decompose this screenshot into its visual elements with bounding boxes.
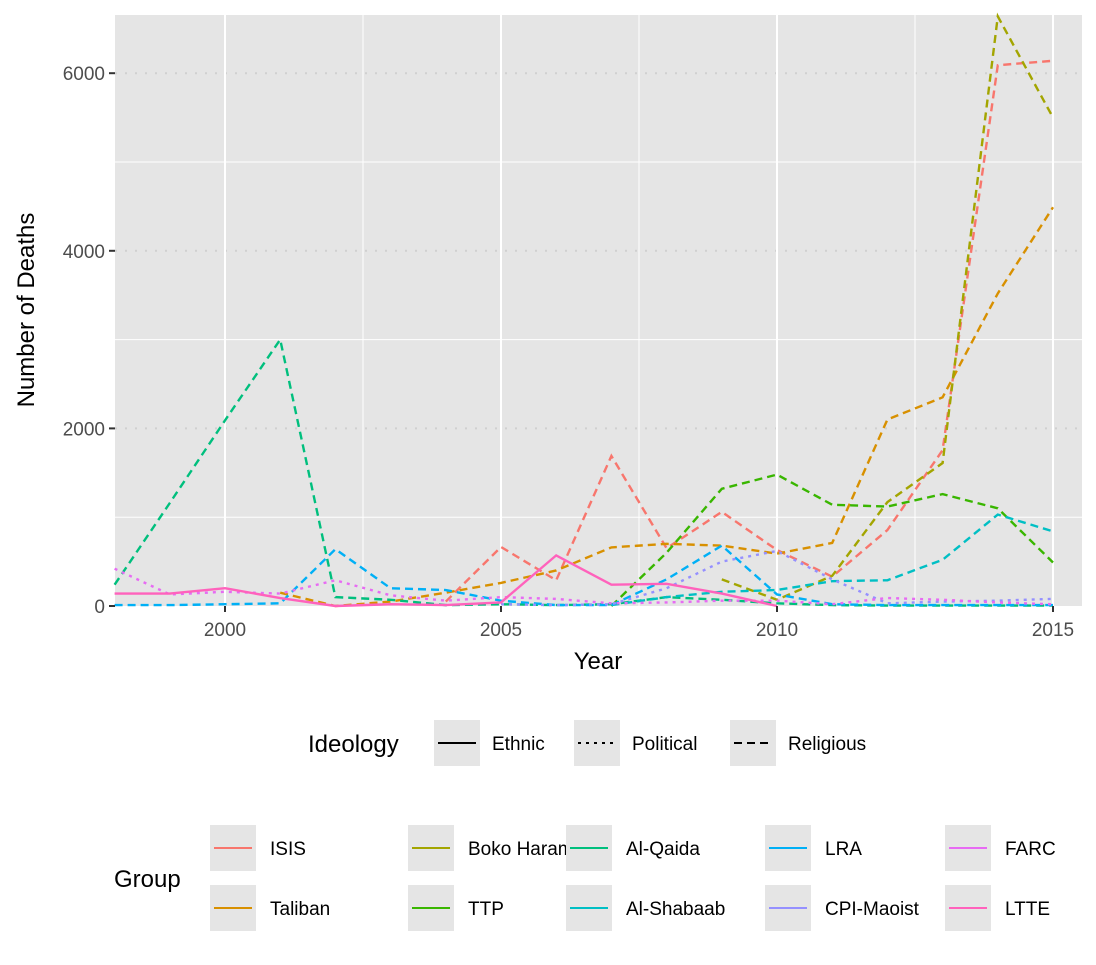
legend-label: Boko Haram — [468, 839, 574, 860]
x-tick-label: 2005 — [480, 620, 522, 641]
axes: 2000 2005 2010 2015 0 2000 4000 6000 — [63, 64, 1074, 641]
series-line-taliban — [279, 206, 1055, 608]
legend-label: Political — [632, 734, 697, 755]
group-legend: Group ISIS Taliban Boko Haram TTP Al-Qaida Al… — [114, 825, 1056, 931]
legend-label: TTP — [468, 899, 504, 920]
x-tick-label: 2000 — [204, 620, 246, 641]
y-tick-label: 2000 — [63, 419, 105, 440]
x-axis-label: Year — [574, 648, 623, 675]
x-tick-label: 2015 — [1032, 620, 1074, 641]
legend-label: Ethnic — [492, 734, 545, 755]
y-tick-label: 4000 — [63, 242, 105, 263]
legend-label: Al-Qaida — [626, 839, 700, 860]
legend-label: Al-Shabaab — [626, 899, 725, 920]
series-line-ttp — [610, 473, 1054, 607]
y-tick-label: 6000 — [63, 64, 105, 85]
legend-label: FARC — [1005, 839, 1056, 860]
series-line-isis — [444, 59, 1054, 603]
x-tick-label: 2010 — [756, 620, 798, 641]
legend-label: LRA — [825, 839, 862, 860]
y-axis-label: Number of Deaths — [13, 213, 40, 408]
grid — [115, 15, 1082, 606]
legend-label: CPI-Maoist — [825, 899, 920, 920]
series-lines — [113, 12, 1055, 608]
ideology-legend-title: Ideology — [308, 731, 399, 758]
legend-label: LTTE — [1005, 899, 1050, 920]
group-legend-title: Group — [114, 866, 181, 893]
series-line-lra — [114, 544, 1053, 607]
legend-label: Taliban — [270, 899, 330, 920]
y-tick-label: 0 — [94, 597, 105, 618]
series-line-al-shabaab — [611, 513, 1054, 607]
legend-label: ISIS — [270, 839, 306, 860]
series-line-farc — [114, 567, 1054, 606]
series-line-ltte — [114, 553, 778, 608]
plot-panel — [115, 15, 1082, 606]
ideology-legend: Ideology Ethnic Political Religious — [308, 720, 866, 766]
legend-label: Religious — [788, 734, 866, 755]
